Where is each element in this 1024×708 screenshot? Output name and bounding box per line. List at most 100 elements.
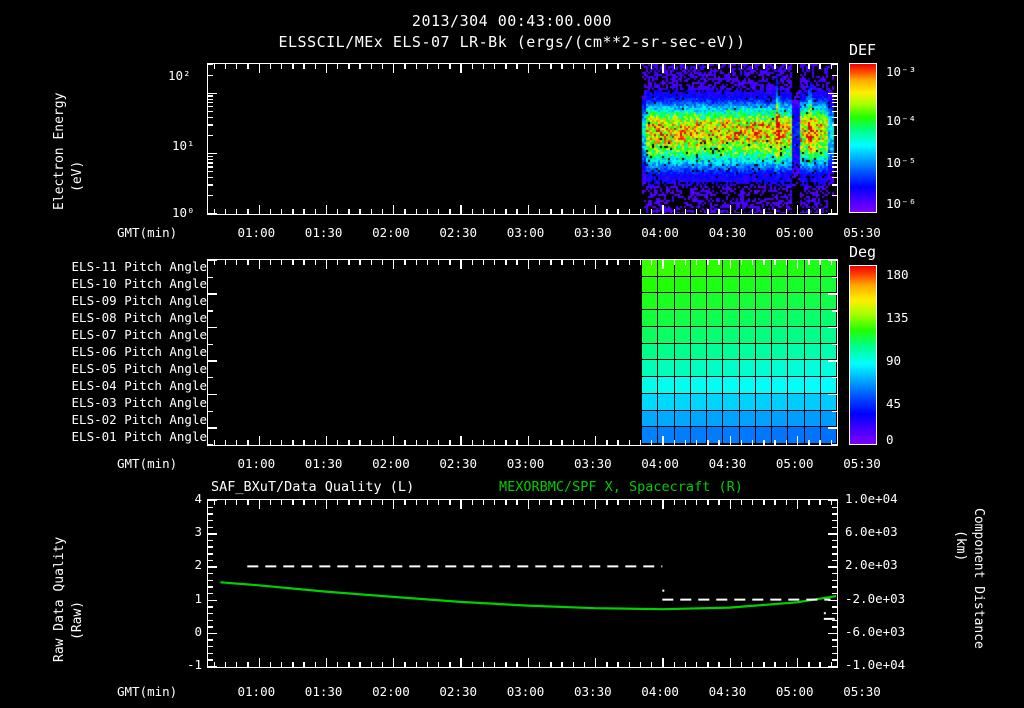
axis-tick bbox=[796, 205, 799, 214]
axis-tick bbox=[208, 102, 213, 104]
axis-tick bbox=[538, 500, 541, 505]
def-colorbar-tick-1e-3: 10⁻³ bbox=[886, 64, 917, 79]
axis-tick bbox=[258, 500, 260, 509]
axis-tick bbox=[314, 662, 316, 667]
axis-tick bbox=[370, 662, 373, 667]
axis-tick bbox=[819, 260, 821, 265]
axis-tick bbox=[763, 662, 765, 667]
axis-tick bbox=[740, 209, 743, 214]
axis-tick bbox=[639, 500, 642, 505]
axis-tick bbox=[437, 662, 440, 667]
axis-tick bbox=[482, 64, 485, 69]
axis-tick bbox=[208, 170, 213, 173]
axis-tick bbox=[774, 500, 776, 505]
pitch-angle-cell bbox=[658, 410, 675, 428]
axis-tick bbox=[303, 260, 305, 265]
axis-tick bbox=[684, 64, 687, 69]
axis-tick bbox=[830, 662, 832, 667]
axis-tick bbox=[208, 553, 213, 555]
axis-tick bbox=[359, 209, 361, 214]
bottom-y-tick-left: 2 bbox=[194, 557, 202, 573]
axis-tick bbox=[258, 436, 260, 445]
axis-tick bbox=[505, 209, 507, 214]
axis-tick bbox=[808, 662, 810, 667]
axis-tick bbox=[437, 260, 440, 265]
axis-tick bbox=[314, 500, 316, 505]
axis-tick bbox=[583, 440, 586, 445]
axis-tick bbox=[796, 436, 799, 445]
axis-tick bbox=[832, 519, 837, 522]
pitch-angle-cell bbox=[658, 360, 675, 378]
axis-tick bbox=[828, 260, 837, 262]
axis-tick bbox=[606, 440, 608, 445]
axis-tick bbox=[740, 260, 743, 265]
axis-tick bbox=[404, 440, 406, 445]
data-quality-plot[interactable] bbox=[207, 499, 838, 668]
axis-tick bbox=[236, 209, 238, 214]
axis-tick bbox=[505, 260, 507, 265]
axis-tick bbox=[208, 176, 213, 179]
pitch-angle-cell bbox=[642, 343, 659, 361]
pitch-angle-cell bbox=[690, 310, 707, 327]
pitch-angle-cell bbox=[739, 393, 756, 411]
axis-tick bbox=[651, 440, 653, 445]
axis-tick bbox=[538, 209, 541, 214]
def-colorbar-tick-1e-5: 10⁻⁵ bbox=[886, 155, 917, 170]
axis-tick bbox=[437, 209, 440, 214]
axis-tick bbox=[763, 500, 765, 505]
pitch-angle-cell bbox=[707, 393, 724, 411]
pitch-angle-cell bbox=[772, 410, 789, 428]
axis-tick bbox=[325, 64, 328, 73]
axis-tick bbox=[828, 500, 837, 502]
axis-tick bbox=[617, 64, 619, 69]
pitch-angle-cell bbox=[788, 393, 805, 411]
axis-tick bbox=[494, 209, 496, 214]
pitch-angle-cell bbox=[739, 293, 756, 311]
axis-tick bbox=[763, 209, 765, 214]
pitch-angle-cell bbox=[804, 326, 821, 344]
pitch-angle-cell bbox=[804, 410, 821, 428]
axis-tick bbox=[337, 64, 339, 69]
axis-tick bbox=[673, 209, 675, 214]
pitch-angle-cell bbox=[642, 260, 659, 277]
data-quality-point bbox=[823, 612, 826, 615]
x-tick-label: 02:00 bbox=[372, 456, 410, 471]
pitch-angle-cell bbox=[658, 377, 675, 394]
axis-tick bbox=[583, 64, 586, 69]
electron-energy-spectrogram-plot[interactable] bbox=[207, 63, 838, 215]
axis-tick bbox=[236, 440, 238, 445]
axis-tick bbox=[752, 662, 754, 667]
axis-tick bbox=[208, 500, 217, 502]
axis-tick bbox=[208, 506, 213, 509]
axis-tick bbox=[561, 440, 563, 445]
axis-tick bbox=[752, 500, 754, 505]
axis-tick bbox=[527, 64, 530, 73]
pitch-angle-cell bbox=[788, 360, 805, 378]
axis-tick bbox=[208, 293, 217, 295]
bottom-y-axis-label-right-line1: Component Distance bbox=[971, 508, 986, 649]
bottom-x-tick-labels: 01:00 01:30 02:00 02:30 03:00 03:30 04:00 04:30… bbox=[207, 684, 881, 702]
pitch-angle-row-label: ELS-06 Pitch Angle bbox=[71, 343, 207, 359]
axis-tick bbox=[828, 533, 837, 535]
pitch-angle-row-label: ELS-03 Pitch Angle bbox=[71, 394, 207, 410]
pitch-angle-cell bbox=[690, 377, 707, 394]
pitch-angle-cell bbox=[820, 260, 837, 277]
pitch-angle-cell bbox=[690, 276, 707, 294]
axis-tick bbox=[482, 662, 485, 667]
pitch-angle-plot[interactable] bbox=[207, 259, 838, 446]
axis-tick bbox=[796, 260, 799, 269]
pitch-angle-cell bbox=[642, 410, 659, 428]
axis-tick bbox=[595, 260, 597, 269]
pitch-angle-cell bbox=[674, 326, 691, 344]
axis-tick bbox=[303, 64, 305, 69]
axis-tick bbox=[213, 209, 216, 214]
axis-tick bbox=[415, 64, 417, 69]
axis-tick bbox=[208, 166, 213, 168]
axis-tick bbox=[415, 209, 417, 214]
pitch-angle-cell bbox=[772, 393, 789, 411]
axis-tick bbox=[707, 500, 709, 505]
pitch-angle-cell bbox=[707, 276, 724, 294]
pitch-angle-row-label: ELS-09 Pitch Angle bbox=[71, 292, 207, 308]
axis-tick bbox=[550, 500, 552, 505]
axis-tick bbox=[437, 440, 440, 445]
